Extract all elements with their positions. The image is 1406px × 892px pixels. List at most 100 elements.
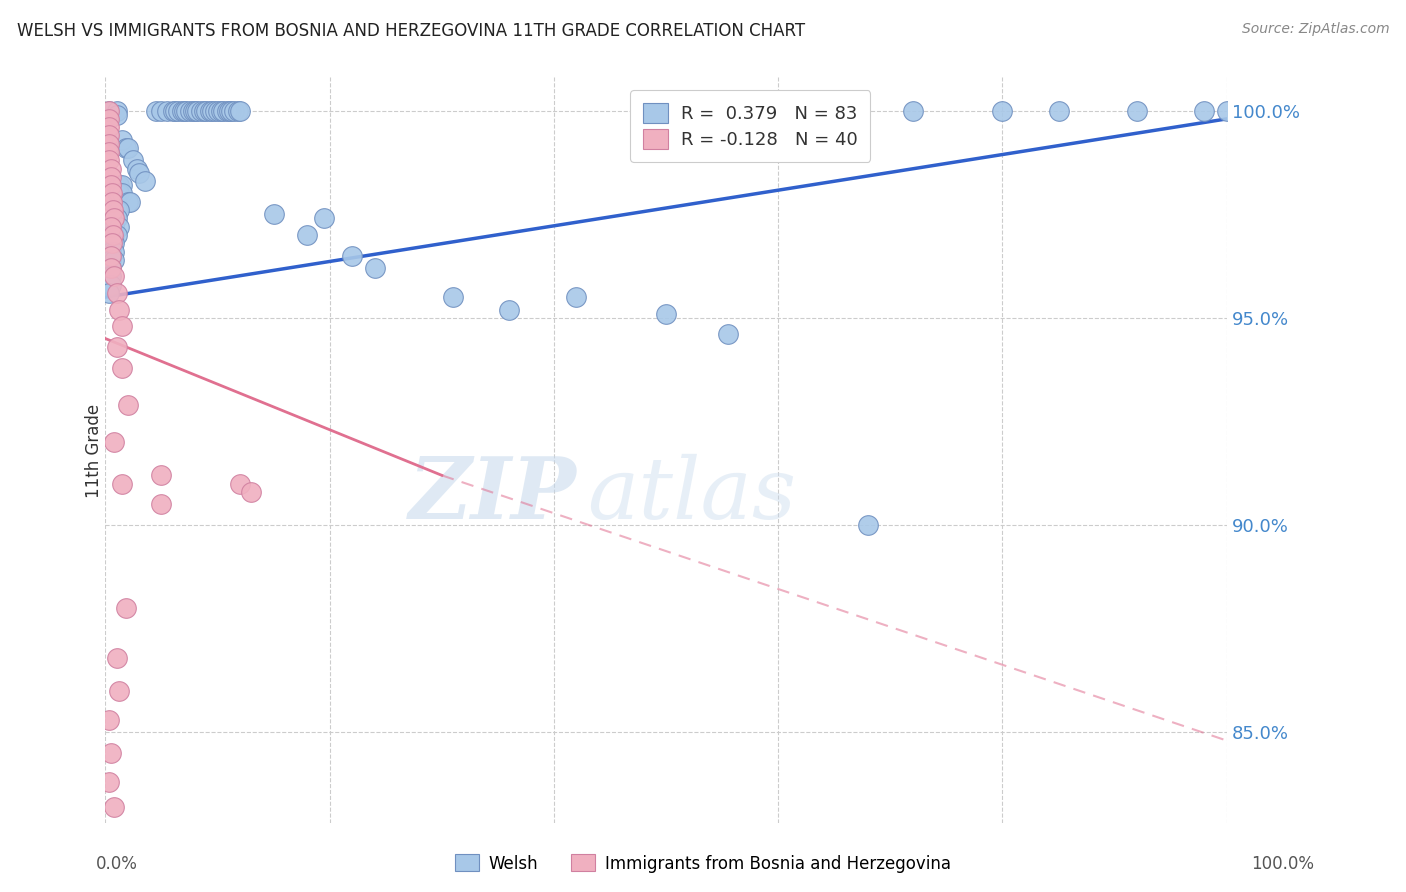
Point (97, 829, 120, 843)
Point (108, 203, 131, 218)
Point (100, 261, 122, 276)
Point (100, 249, 122, 263)
Point (100, 277, 122, 292)
Point (263, 207, 285, 221)
Point (100, 219, 122, 234)
Point (498, 302, 520, 317)
Point (111, 178, 134, 193)
Point (117, 398, 139, 412)
Point (100, 178, 122, 193)
Point (108, 178, 131, 193)
Point (363, 261, 385, 276)
Point (97, 775, 120, 789)
Text: ZIP: ZIP (409, 453, 576, 537)
Point (856, 518, 879, 533)
Point (103, 227, 125, 242)
Point (717, 327, 740, 342)
Point (114, 141, 136, 155)
Point (105, 108, 128, 122)
Point (103, 219, 125, 234)
Point (100, 227, 122, 242)
Point (901, 103, 924, 118)
Point (97, 120, 120, 135)
Point (103, 269, 125, 284)
Point (163, 103, 186, 118)
Point (103, 435, 125, 450)
Point (150, 103, 173, 118)
Point (108, 219, 131, 234)
Point (97, 153, 120, 168)
Point (312, 211, 335, 226)
Point (565, 290, 588, 304)
Point (97, 269, 120, 284)
Point (128, 166, 150, 180)
Point (122, 153, 145, 168)
Point (229, 476, 252, 491)
Point (114, 601, 136, 615)
Point (101, 236, 124, 251)
Point (184, 103, 207, 118)
Point (215, 103, 238, 118)
Point (226, 103, 249, 118)
Point (100, 169, 122, 184)
Point (100, 219, 122, 234)
Point (103, 236, 125, 251)
Point (120, 194, 142, 209)
Point (97, 103, 120, 118)
Point (100, 252, 122, 267)
Point (170, 103, 193, 118)
Point (105, 211, 128, 226)
Point (111, 360, 134, 375)
Point (108, 186, 131, 201)
Point (97, 145, 120, 159)
Point (100, 244, 122, 259)
Point (229, 103, 252, 118)
Point (150, 468, 173, 483)
Point (117, 141, 139, 155)
Point (103, 252, 125, 267)
Point (103, 203, 125, 218)
Point (145, 103, 167, 118)
Point (100, 261, 122, 276)
Point (1126, 103, 1149, 118)
Point (103, 227, 125, 242)
Point (100, 858, 122, 872)
Point (108, 302, 131, 317)
Point (1194, 103, 1216, 118)
Point (100, 269, 122, 284)
Point (198, 103, 221, 118)
Legend: R =  0.379   N = 83, R = -0.128   N = 40: R = 0.379 N = 83, R = -0.128 N = 40 (630, 90, 870, 161)
Point (105, 103, 128, 118)
Point (181, 103, 204, 118)
Point (97, 103, 120, 118)
Point (193, 103, 215, 118)
Point (105, 203, 128, 218)
Point (218, 103, 240, 118)
Point (1047, 103, 1070, 118)
Point (97, 277, 120, 292)
Point (186, 103, 208, 118)
Point (111, 319, 134, 334)
Text: 0.0%: 0.0% (96, 855, 138, 872)
Text: Source: ZipAtlas.com: Source: ZipAtlas.com (1241, 22, 1389, 37)
Point (212, 103, 235, 118)
Point (1216, 103, 1239, 118)
Point (101, 186, 124, 201)
Point (105, 227, 128, 242)
Point (103, 211, 125, 226)
Point (105, 340, 128, 354)
Point (97, 713, 120, 727)
Point (167, 103, 190, 118)
Point (103, 800, 125, 814)
Point (162, 103, 184, 118)
Point (103, 244, 125, 259)
Legend: Welsh, Immigrants from Bosnia and Herzegovina: Welsh, Immigrants from Bosnia and Herzeg… (449, 847, 957, 880)
Point (201, 103, 224, 118)
Point (97, 112, 120, 126)
Point (441, 290, 464, 304)
Text: atlas: atlas (588, 454, 797, 537)
Point (101, 194, 124, 209)
Point (105, 285, 128, 300)
Point (100, 236, 122, 251)
Text: 100.0%: 100.0% (1251, 855, 1315, 872)
